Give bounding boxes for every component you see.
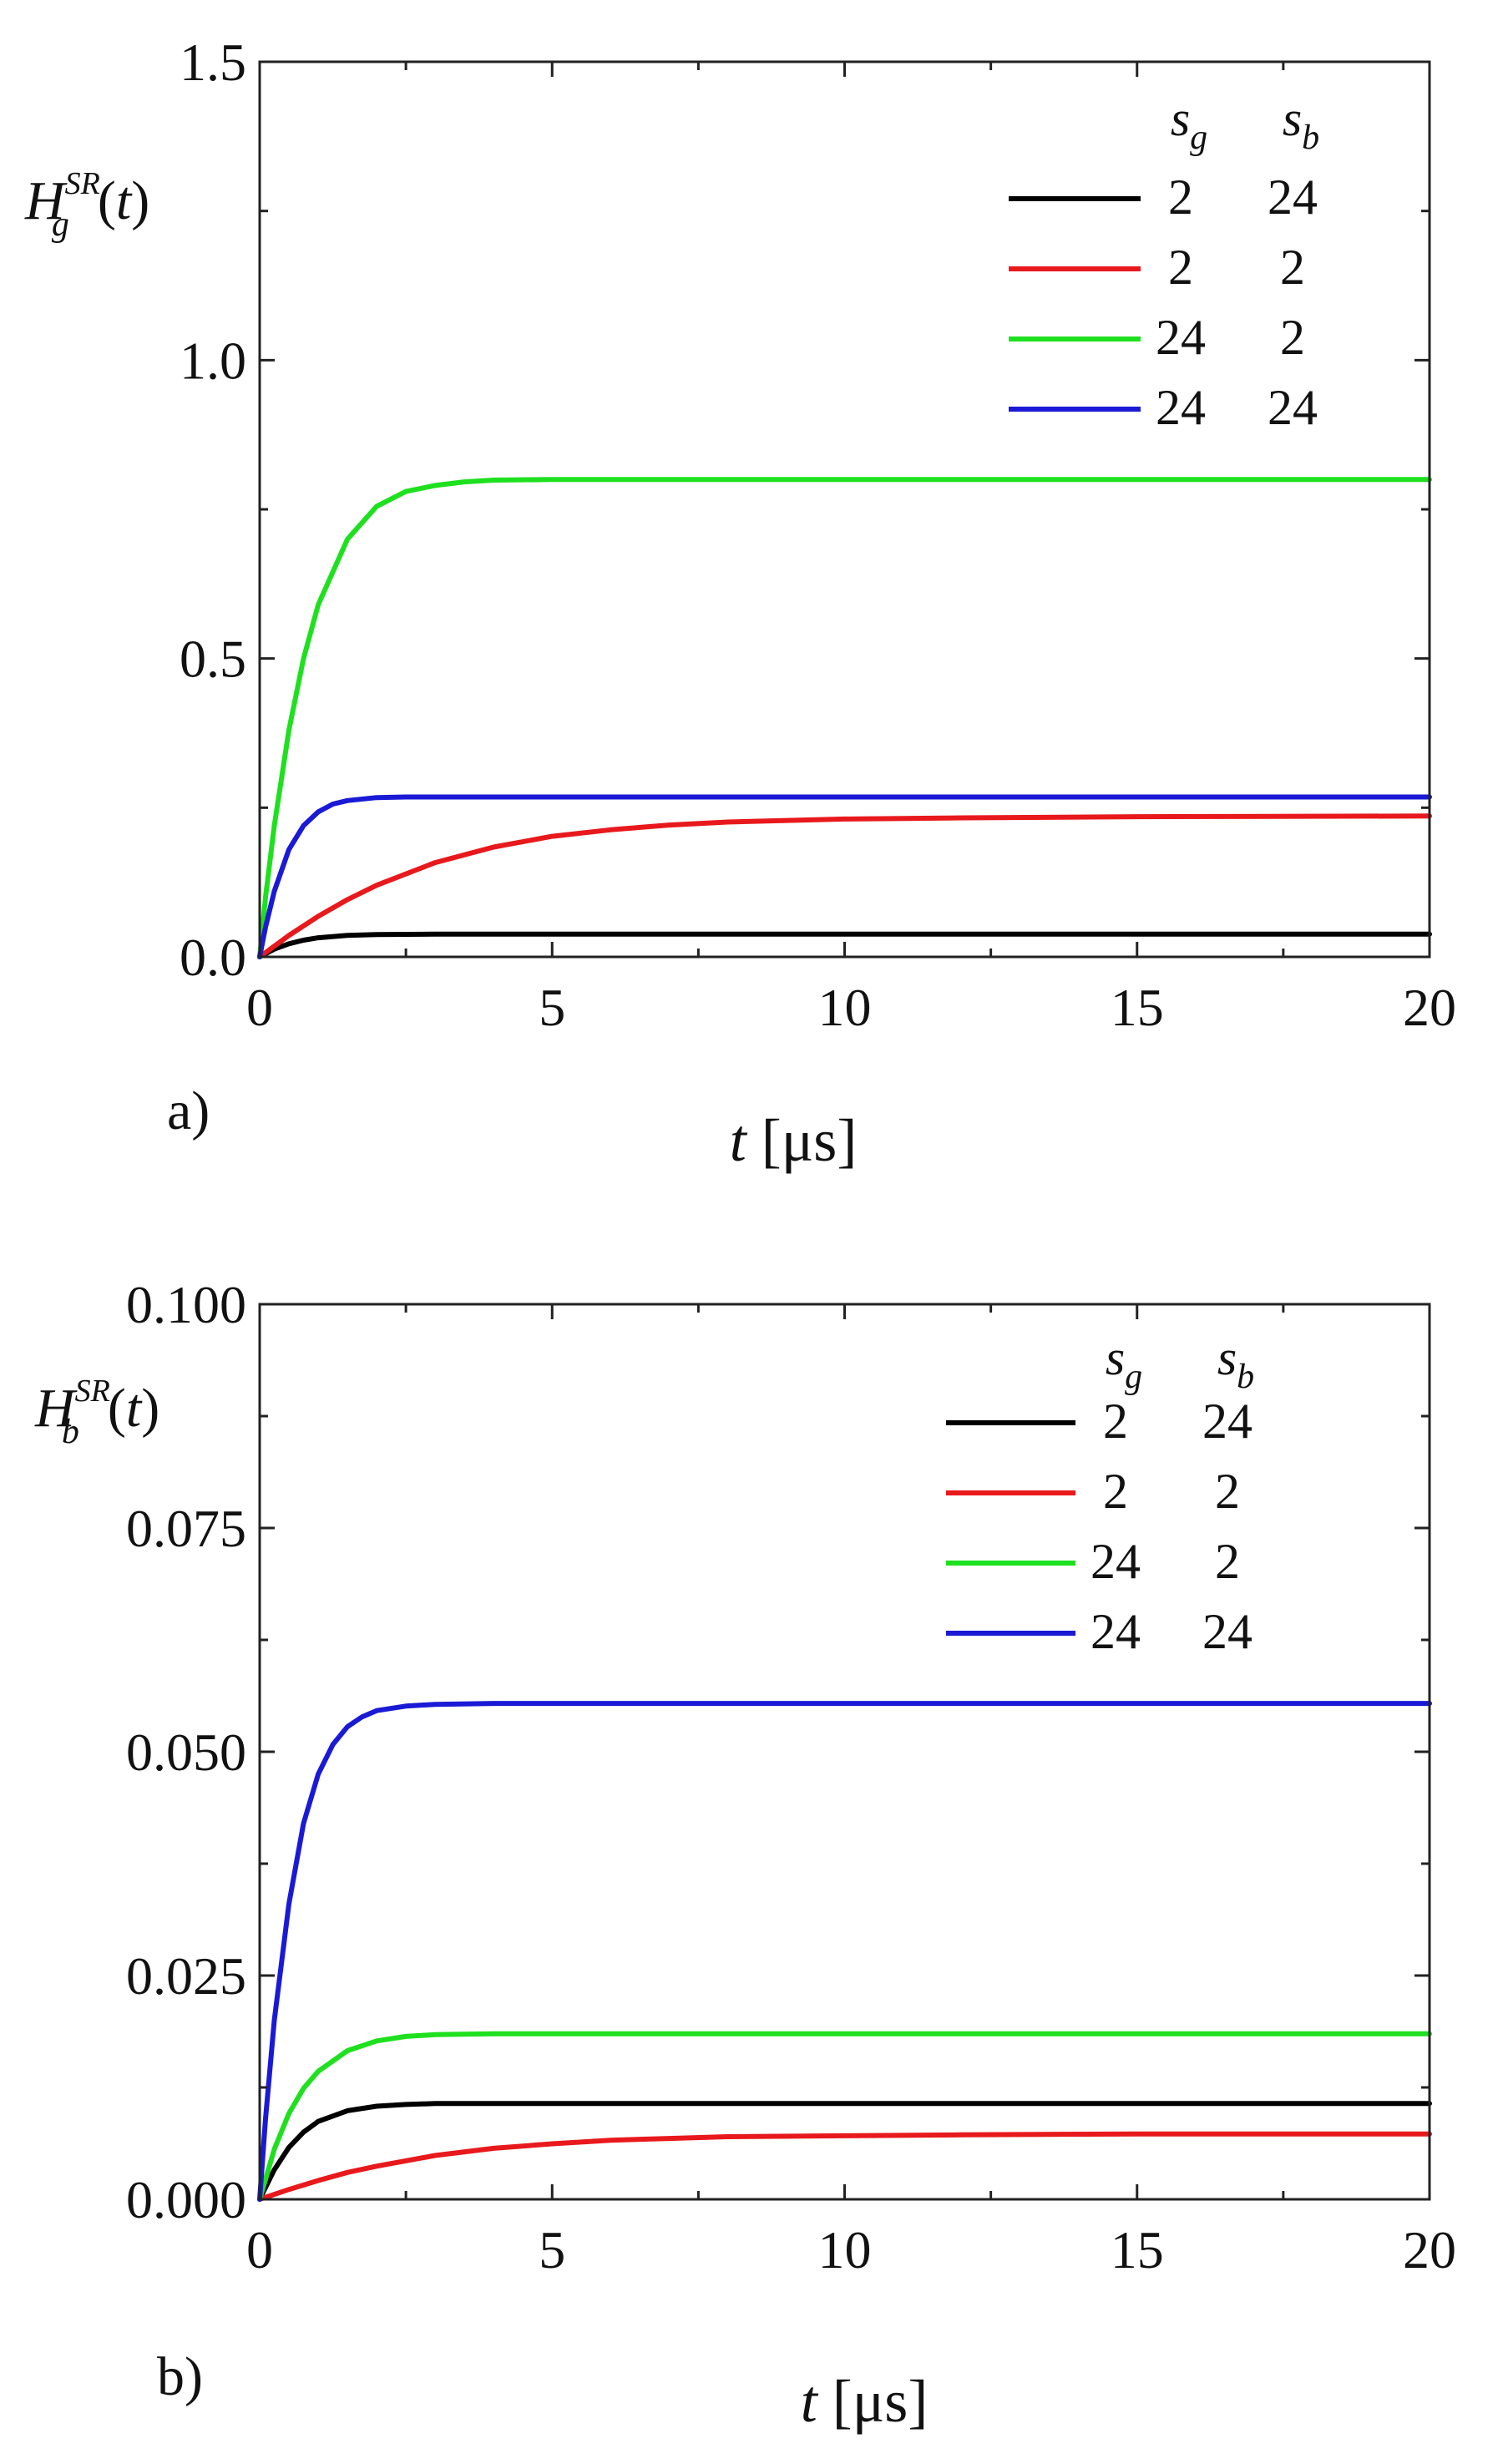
x-tick-label: 20 [1403, 2220, 1456, 2279]
legend-header-sb: sb [1283, 91, 1319, 157]
legend-sb-value: 2 [1215, 1534, 1240, 1589]
y-tick-label: 0.075 [126, 1499, 246, 1558]
y-tick-label: 0.000 [126, 2170, 246, 2229]
x-tick-label: 15 [1111, 978, 1164, 1037]
series-line-sg24-sb24 [257, 794, 1432, 959]
panel-a-curves [257, 477, 1432, 959]
series-line-sg2-sb2 [257, 813, 1432, 959]
legend-header-sg: sg [1106, 1330, 1142, 1396]
panel-b-legend: sg sb 2 24 2 2 24 2 24 24 [946, 1330, 1254, 1659]
series-line-sg24-sb2 [257, 2031, 1432, 2202]
panel-b-tick-labels: 0 5 10 15 20 0.000 0.025 0.050 0.075 0.100 [126, 1275, 1456, 2279]
panel-a: 0 5 10 15 20 0.0 0.5 1.0 1.5 sg sb 2 24 2 2 24 2 24 24 HS… [24, 33, 1456, 1174]
series-line-sg24-sb2 [257, 477, 1432, 959]
x-tick-label: 15 [1111, 2220, 1164, 2279]
legend-sb-value: 2 [1280, 310, 1305, 365]
y-tick-label: 1.0 [180, 331, 246, 390]
panel-b: 0 5 10 15 20 0.000 0.025 0.050 0.075 0.100 sg sb 2 2… [34, 1275, 1456, 2435]
legend-sb-value: 2 [1280, 240, 1305, 295]
legend-sg-value: 2 [1103, 1394, 1128, 1449]
panel-a-y-axis-label: HSR g (t) [24, 166, 149, 244]
x-tick-label: 10 [818, 2220, 872, 2279]
y-tick-label: 0.050 [126, 1723, 246, 1782]
y-tick-label: 0.025 [126, 1946, 246, 2006]
y-tick-label: 0.100 [126, 1275, 246, 1334]
legend-header-sg: sg [1171, 91, 1207, 157]
legend-sb-value: 24 [1268, 380, 1318, 435]
legend-sg-value: 24 [1156, 310, 1206, 365]
panel-a-label: a) [167, 1080, 210, 1141]
x-tick-label: 0 [246, 978, 273, 1037]
y-tick-label: 1.5 [180, 33, 246, 92]
x-tick-label: 5 [539, 2220, 565, 2279]
legend-sb-value: 24 [1202, 1604, 1252, 1659]
legend-sg-value: 24 [1156, 380, 1206, 435]
panel-a-legend: sg sb 2 24 2 2 24 2 24 24 [1009, 91, 1319, 435]
panel-a-ticks [258, 60, 1431, 959]
x-tick-label: 5 [539, 978, 565, 1037]
panel-b-curves [257, 1701, 1432, 2202]
legend-sb-value: 24 [1202, 1394, 1252, 1449]
y-tick-label: 0.0 [180, 928, 246, 987]
panel-b-label: b) [157, 2346, 203, 2407]
legend-sb-value: 2 [1215, 1464, 1240, 1519]
x-tick-label: 20 [1403, 978, 1456, 1037]
series-line-sg24-sb24 [257, 1701, 1432, 2202]
y-tick-label: 0.5 [180, 630, 246, 689]
panel-b-ticks [258, 1303, 1431, 2201]
legend-sg-value: 24 [1091, 1604, 1141, 1659]
series-line-sg2-sb24 [257, 931, 1432, 959]
panel-a-x-axis-label: t [μs] [730, 1107, 858, 1174]
series-line-sg2-sb24 [257, 2101, 1432, 2202]
legend-sb-value: 24 [1268, 169, 1318, 225]
panel-b-y-axis-label: HSR b (t) [34, 1374, 159, 1451]
panel-b-x-axis-label: t [μs] [801, 2368, 929, 2435]
x-tick-label: 10 [818, 978, 872, 1037]
legend-header-sb: sb [1217, 1330, 1254, 1396]
series-line-sg2-sb2 [257, 2131, 1432, 2202]
legend-sg-value: 2 [1168, 240, 1193, 295]
panel-a-tick-labels: 0 5 10 15 20 0.0 0.5 1.0 1.5 [180, 33, 1456, 1037]
legend-sg-value: 2 [1103, 1464, 1128, 1519]
x-tick-label: 0 [246, 2220, 273, 2279]
legend-sg-value: 24 [1091, 1534, 1141, 1589]
legend-sg-value: 2 [1168, 169, 1193, 225]
